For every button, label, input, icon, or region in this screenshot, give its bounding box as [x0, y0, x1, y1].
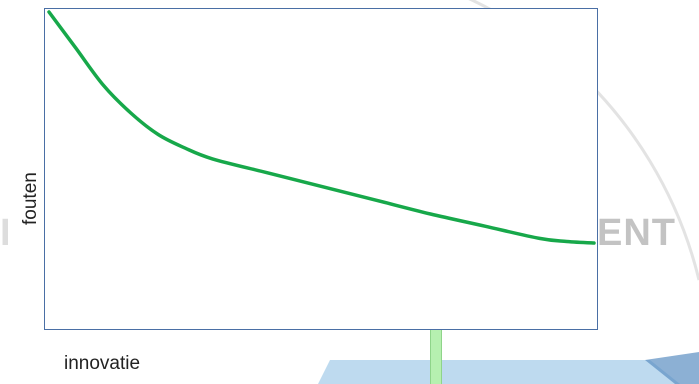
watermark-left: I	[0, 212, 11, 254]
watermark-text: ENT	[597, 212, 676, 254]
y-axis-label: fouten	[20, 172, 41, 225]
series-line-0	[47, 10, 596, 245]
blue-panel	[318, 360, 680, 384]
x-axis-label: innovatie	[64, 353, 141, 374]
plot-area	[44, 8, 598, 330]
